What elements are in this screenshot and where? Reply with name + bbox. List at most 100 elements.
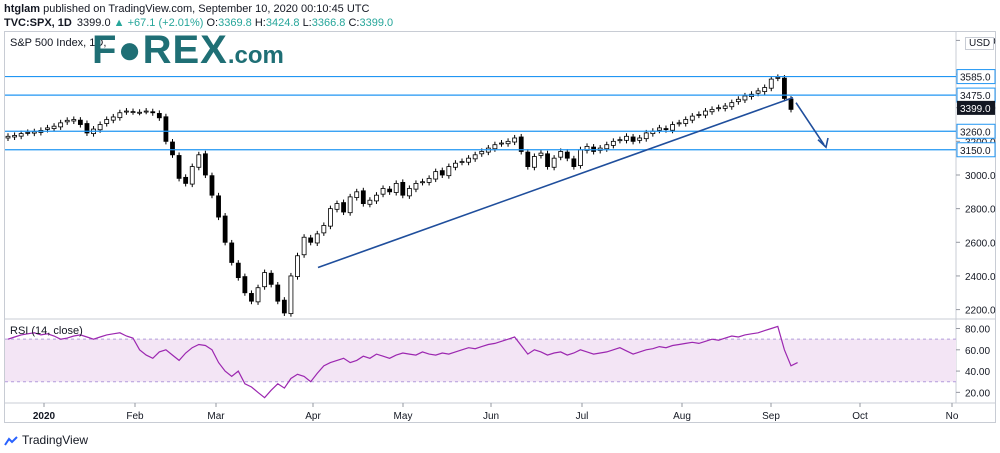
candle-body bbox=[571, 158, 577, 167]
candle-body bbox=[137, 111, 142, 114]
open-label: O: bbox=[206, 17, 219, 29]
high-label: H: bbox=[254, 17, 266, 29]
candle-body bbox=[12, 135, 17, 138]
rsi-band bbox=[5, 339, 956, 382]
candle-body bbox=[360, 190, 366, 204]
candle-body bbox=[729, 102, 735, 108]
candle-body bbox=[735, 98, 741, 103]
x-tick-label: Aug bbox=[673, 411, 691, 422]
candle-body bbox=[696, 114, 702, 116]
rsi-tick-label: 40.00 bbox=[965, 367, 990, 378]
x-tick-label: Oct bbox=[852, 411, 868, 422]
x-tick-label: No bbox=[946, 411, 959, 422]
candle-body bbox=[242, 276, 248, 294]
candle-body bbox=[5, 135, 11, 139]
logo-globe-icon: ● bbox=[117, 28, 143, 72]
chart-legend: S&P 500 Index, 1D, bbox=[10, 37, 107, 49]
candle-body bbox=[584, 145, 590, 151]
level-label: 3475.0 bbox=[960, 91, 991, 102]
candle-body bbox=[637, 137, 643, 141]
candle-body bbox=[281, 299, 287, 314]
level-tag bbox=[956, 69, 996, 85]
y-tick-label: 2800.0 bbox=[965, 205, 996, 216]
candle-body bbox=[249, 293, 254, 302]
candle-body bbox=[341, 202, 346, 213]
candle-body bbox=[716, 107, 722, 110]
rsi-line bbox=[7, 325, 798, 399]
candle-body bbox=[663, 128, 669, 130]
x-tick-label: Sep bbox=[762, 411, 780, 422]
candle-body bbox=[624, 135, 629, 141]
tradingview-logo-icon bbox=[4, 436, 18, 446]
candle-body bbox=[202, 153, 208, 176]
tradingview-footer[interactable]: TradingView bbox=[4, 433, 88, 447]
candle-body bbox=[689, 115, 695, 121]
logo-text-f: F bbox=[92, 28, 118, 72]
candle-body bbox=[31, 131, 37, 134]
level-label: 3150.0 bbox=[960, 146, 991, 157]
candle-body bbox=[393, 183, 399, 193]
candle-body bbox=[446, 166, 452, 177]
candle-body bbox=[499, 142, 504, 145]
candle-body bbox=[295, 255, 300, 278]
ohlc-bar: TVC:SPX, 1D 3399.0 ▲ +67.1 (+2.01%) O:33… bbox=[4, 16, 393, 30]
candle-body bbox=[183, 176, 189, 184]
x-tick-label: Jun bbox=[483, 411, 499, 422]
candle-body bbox=[683, 119, 689, 124]
candle-body bbox=[426, 177, 432, 183]
logo-text-com: .com bbox=[227, 42, 284, 69]
candle-body bbox=[610, 140, 616, 146]
candle-body bbox=[77, 119, 83, 125]
x-tick-label: Feb bbox=[126, 411, 144, 422]
publish-date: published on TradingView.com, September … bbox=[43, 3, 370, 15]
candle-body bbox=[703, 110, 708, 116]
candle-body bbox=[170, 141, 175, 156]
candle-body bbox=[762, 87, 768, 92]
candle-body bbox=[387, 188, 393, 193]
candle-body bbox=[104, 119, 110, 124]
candle-body bbox=[71, 119, 77, 122]
symbol-label: TVC:SPX, 1D bbox=[4, 17, 72, 29]
candle-body bbox=[209, 175, 215, 196]
candle-body bbox=[709, 108, 715, 113]
candle-body bbox=[163, 116, 169, 142]
candle-body bbox=[354, 191, 360, 198]
candle-body bbox=[453, 162, 458, 168]
candle-body bbox=[518, 136, 524, 152]
low-value: 3366.8 bbox=[311, 17, 346, 29]
candle-body bbox=[328, 208, 333, 227]
candle-body bbox=[97, 124, 103, 131]
candle-body bbox=[479, 151, 485, 155]
y-tick-label: 2600.0 bbox=[965, 238, 996, 249]
candle-body bbox=[110, 116, 116, 121]
candle-body bbox=[604, 144, 610, 150]
x-tick-label: Apr bbox=[305, 411, 321, 422]
candle-body bbox=[124, 110, 129, 113]
currency-badge[interactable]: USD bbox=[965, 37, 995, 50]
candle-body bbox=[301, 236, 307, 256]
rsi-tick-label: 60.00 bbox=[965, 346, 990, 357]
candle-body bbox=[657, 127, 662, 131]
x-tick-label: 2020 bbox=[33, 411, 56, 422]
projection-arrow-line bbox=[795, 102, 825, 146]
candle-body bbox=[525, 151, 531, 167]
candle-body bbox=[472, 154, 478, 160]
trendline bbox=[317, 96, 794, 269]
tradingview-brand: TradingView bbox=[22, 433, 89, 447]
candle-body bbox=[775, 77, 781, 79]
level-label: 3585.0 bbox=[960, 73, 991, 84]
candle-body bbox=[742, 95, 748, 101]
last-price-tag bbox=[957, 100, 995, 115]
candle-body bbox=[676, 122, 682, 125]
candle-body bbox=[156, 113, 162, 119]
candle-body bbox=[347, 196, 353, 214]
level-label: 3260.0 bbox=[960, 127, 991, 138]
publish-info: htglam published on TradingView.com, Sep… bbox=[4, 2, 369, 16]
candle-body bbox=[768, 78, 774, 89]
candle-body bbox=[130, 111, 136, 113]
candle-body bbox=[268, 272, 274, 285]
candle-body bbox=[505, 140, 511, 145]
candle-body bbox=[235, 262, 241, 279]
candle-body bbox=[722, 105, 728, 109]
